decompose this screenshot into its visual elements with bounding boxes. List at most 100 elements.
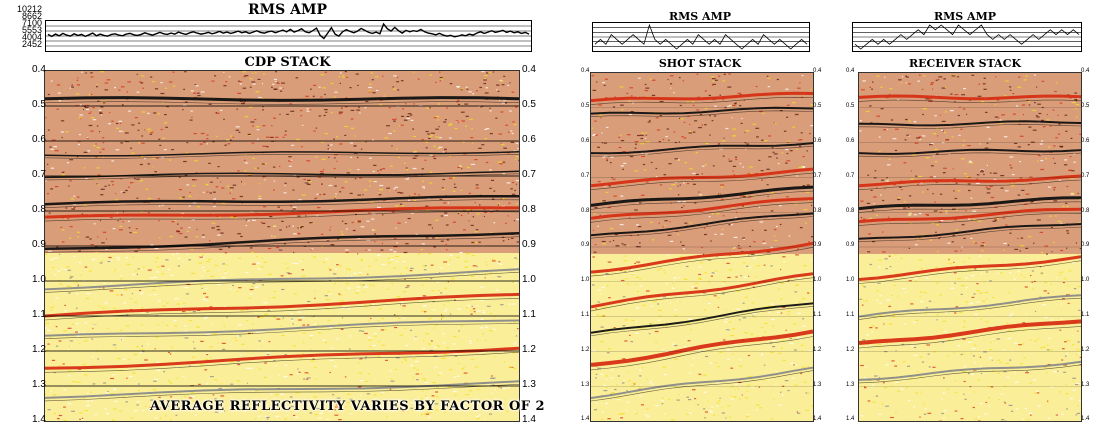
noise-speck xyxy=(443,304,445,306)
noise-speck xyxy=(374,335,378,337)
noise-speck xyxy=(147,212,151,214)
noise-speck xyxy=(300,357,303,359)
time-tick-label: 0.9 xyxy=(522,239,536,250)
noise-speck xyxy=(466,88,469,90)
noise-speck xyxy=(247,382,249,384)
noise-speck xyxy=(942,172,946,174)
noise-speck xyxy=(513,321,516,323)
noise-speck xyxy=(142,312,144,314)
noise-speck xyxy=(79,418,81,420)
noise-speck xyxy=(788,235,791,237)
noise-speck xyxy=(406,117,411,119)
noise-speck xyxy=(390,165,393,167)
noise-speck xyxy=(696,109,700,111)
noise-speck xyxy=(258,96,262,99)
noise-speck xyxy=(906,386,908,388)
time-tick-label: 1.0 xyxy=(846,277,855,284)
noise-speck xyxy=(248,333,251,335)
noise-speck xyxy=(767,77,771,79)
noise-speck xyxy=(1025,193,1030,195)
noise-speck xyxy=(962,326,966,328)
noise-speck xyxy=(412,376,414,379)
noise-speck xyxy=(1040,160,1044,162)
noise-speck xyxy=(425,279,428,281)
noise-speck xyxy=(750,253,755,255)
noise-speck xyxy=(628,101,631,103)
reflector-trough xyxy=(591,247,813,277)
noise-speck xyxy=(409,195,412,197)
noise-speck xyxy=(780,268,782,271)
noise-speck xyxy=(953,190,955,192)
noise-speck xyxy=(377,319,380,321)
noise-speck xyxy=(1036,390,1039,392)
noise-speck xyxy=(967,269,972,271)
noise-speck xyxy=(593,251,597,253)
noise-speck xyxy=(249,78,253,80)
noise-speck xyxy=(863,286,866,288)
time-tick-label: 0.6 xyxy=(581,138,590,144)
noise-speck xyxy=(338,419,342,421)
noise-speck xyxy=(425,205,429,207)
noise-speck xyxy=(49,146,52,148)
noise-speck xyxy=(433,309,435,311)
noise-speck xyxy=(106,327,109,329)
time-tick-label: 1.2 xyxy=(813,346,822,353)
noise-speck xyxy=(502,173,506,175)
noise-speck xyxy=(796,175,799,177)
noise-speck xyxy=(498,99,501,101)
noise-speck xyxy=(761,354,763,356)
noise-speck xyxy=(1074,92,1078,94)
noise-speck xyxy=(463,153,467,155)
noise-speck xyxy=(246,320,249,322)
noise-speck xyxy=(735,156,737,158)
noise-speck xyxy=(237,80,240,82)
time-tick-label: 1.4 xyxy=(846,416,855,423)
noise-speck xyxy=(620,165,624,167)
noise-speck xyxy=(453,343,456,345)
noise-speck xyxy=(808,199,810,201)
noise-speck xyxy=(63,406,66,408)
noise-speck xyxy=(87,392,89,394)
noise-speck xyxy=(752,123,756,125)
noise-speck xyxy=(649,119,651,122)
noise-speck xyxy=(912,154,917,156)
noise-speck xyxy=(483,215,485,218)
noise-speck xyxy=(287,414,289,416)
noise-speck xyxy=(624,255,627,257)
time-tick-label: 1.4 xyxy=(813,416,822,423)
noise-speck xyxy=(977,379,981,381)
noise-speck xyxy=(735,102,737,104)
noise-speck xyxy=(289,374,293,376)
noise-speck xyxy=(960,128,963,130)
noise-speck xyxy=(324,109,328,111)
noise-speck xyxy=(314,413,319,416)
noise-speck xyxy=(787,313,790,316)
noise-speck xyxy=(636,246,638,248)
noise-speck xyxy=(939,211,942,213)
noise-speck xyxy=(622,325,626,327)
noise-speck xyxy=(440,267,443,269)
noise-speck xyxy=(736,290,740,292)
noise-speck xyxy=(78,262,81,264)
noise-speck xyxy=(507,215,509,217)
noise-speck xyxy=(643,327,646,329)
noise-speck xyxy=(930,165,934,167)
noise-speck xyxy=(775,383,777,385)
noise-speck xyxy=(810,125,813,127)
noise-speck xyxy=(1069,177,1074,179)
noise-speck xyxy=(952,74,957,76)
noise-speck xyxy=(77,236,79,238)
noise-speck xyxy=(67,370,72,372)
noise-speck xyxy=(437,103,440,105)
noise-speck xyxy=(152,81,155,83)
noise-speck xyxy=(601,240,606,243)
noise-speck xyxy=(600,200,603,202)
noise-speck xyxy=(639,375,642,377)
noise-speck xyxy=(334,91,338,93)
time-tick-label: 0.7 xyxy=(813,172,822,179)
noise-speck xyxy=(427,133,430,135)
noise-speck xyxy=(766,75,769,77)
noise-speck xyxy=(167,268,170,270)
noise-speck xyxy=(727,405,731,407)
noise-speck xyxy=(909,223,913,225)
